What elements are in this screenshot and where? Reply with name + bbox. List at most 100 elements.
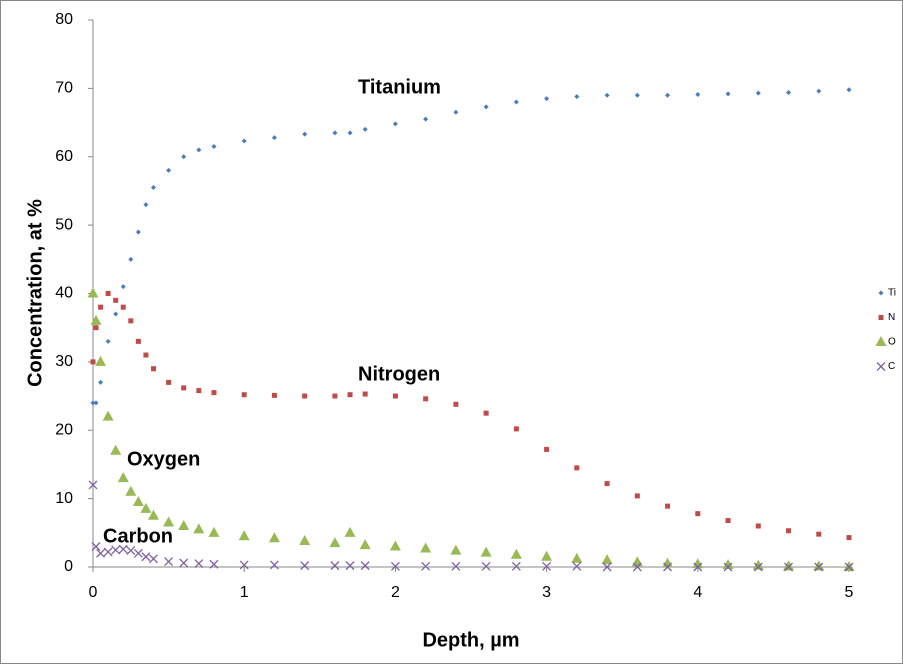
point — [329, 537, 341, 548]
point — [362, 126, 368, 132]
point — [211, 390, 217, 396]
point — [140, 502, 152, 513]
point — [194, 559, 204, 569]
x-tick-label: 0 — [89, 584, 98, 601]
point — [271, 392, 277, 398]
point — [542, 561, 552, 571]
point — [241, 138, 247, 144]
point — [105, 291, 111, 296]
y-tick-label: 60 — [55, 148, 73, 165]
point — [193, 523, 205, 534]
point — [143, 352, 149, 358]
legend-marker — [878, 290, 884, 296]
y-tick-label: 0 — [64, 558, 73, 575]
legend-label: N — [888, 312, 895, 323]
point — [211, 143, 217, 149]
x-tick-label: 4 — [693, 584, 702, 601]
x-tick-label: 5 — [845, 584, 854, 601]
point — [96, 548, 106, 558]
annotation: Titanium — [358, 76, 441, 98]
point — [150, 366, 156, 372]
annotation: Oxygen — [127, 448, 200, 470]
point — [692, 558, 704, 569]
point — [451, 561, 461, 571]
point — [846, 87, 852, 93]
point — [269, 560, 279, 570]
point — [813, 560, 825, 571]
point — [846, 535, 852, 541]
point — [360, 561, 370, 571]
point — [453, 109, 459, 115]
point — [271, 135, 277, 141]
point — [783, 560, 795, 571]
point — [163, 516, 175, 527]
point — [98, 379, 104, 385]
point — [663, 562, 673, 572]
point — [347, 130, 353, 136]
point — [420, 542, 432, 553]
point — [574, 465, 580, 471]
point — [135, 229, 141, 235]
legend-label: O — [888, 337, 896, 348]
point — [239, 560, 249, 570]
point — [844, 562, 854, 572]
point — [752, 559, 764, 570]
point — [302, 393, 308, 399]
point — [178, 519, 190, 530]
point — [786, 89, 792, 95]
point — [113, 311, 119, 317]
point — [268, 532, 280, 543]
point — [362, 391, 368, 397]
x-tick-label: 2 — [391, 584, 400, 601]
point — [695, 511, 701, 517]
legend-marker — [875, 336, 887, 346]
point — [90, 359, 96, 365]
x-axis-title: Depth, µm — [422, 629, 519, 651]
point — [572, 561, 582, 571]
point — [392, 393, 398, 399]
point — [541, 550, 553, 561]
point — [693, 562, 703, 572]
point — [634, 92, 640, 98]
point — [544, 96, 550, 102]
point — [330, 561, 340, 571]
point — [132, 496, 144, 507]
point — [423, 116, 429, 122]
annotation: Nitrogen — [358, 363, 440, 385]
point — [93, 325, 99, 331]
point — [332, 393, 338, 399]
point — [571, 552, 583, 563]
point — [179, 558, 189, 568]
point — [300, 561, 310, 571]
point — [786, 528, 792, 534]
point — [120, 304, 126, 310]
point — [421, 561, 431, 571]
point — [181, 385, 187, 391]
point — [141, 552, 151, 562]
point — [117, 472, 129, 483]
point — [574, 94, 580, 100]
point — [208, 526, 220, 537]
point — [480, 546, 492, 557]
point — [332, 130, 338, 136]
point — [604, 92, 610, 98]
point — [90, 314, 102, 325]
point — [755, 523, 761, 529]
y-tick-label: 50 — [55, 216, 73, 233]
point — [665, 503, 671, 509]
y-tick-label: 80 — [55, 11, 73, 28]
point — [143, 202, 149, 208]
point — [95, 355, 107, 366]
point — [128, 256, 134, 262]
point — [299, 535, 311, 546]
point — [513, 99, 519, 105]
point — [816, 88, 822, 94]
y-tick-label: 20 — [55, 421, 73, 438]
point — [126, 546, 136, 556]
point — [604, 481, 610, 487]
point — [105, 338, 111, 344]
point — [450, 544, 462, 555]
point — [128, 318, 134, 324]
point — [483, 104, 489, 110]
